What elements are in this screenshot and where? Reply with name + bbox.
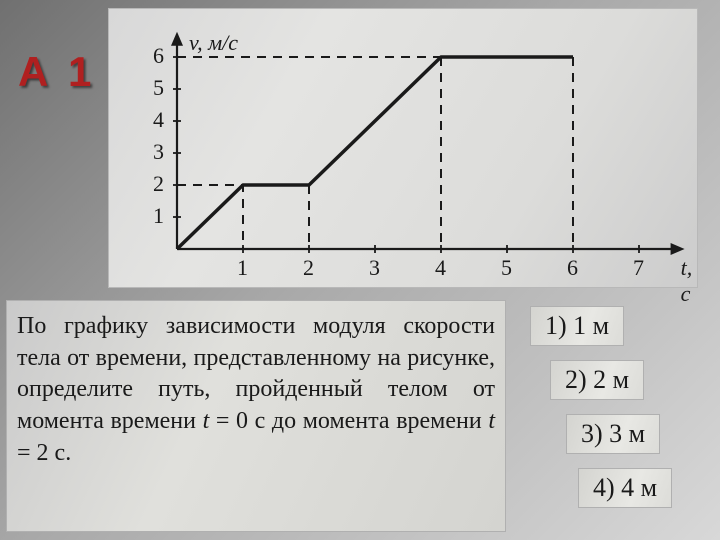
answer-1[interactable]: 1) 1 м [530,306,624,346]
graph-tick-label: 4 [153,107,164,133]
graph-tick-label: 3 [369,255,380,281]
graph-tick-label: 7 [633,255,644,281]
graph-tick-label: 1 [237,255,248,281]
graph-tick-label: 5 [153,75,164,101]
velocity-time-graph: 1234567123456v, м/сt, с [108,8,698,288]
answers-list: 1) 1 м 2) 2 м 3) 3 м 4) 4 м [530,306,712,522]
graph-tick-label: 5 [501,255,512,281]
graph-tick-label: 2 [153,171,164,197]
question-label: А 1 [18,48,95,96]
answer-3[interactable]: 3) 3 м [566,414,660,454]
question-text: По графику зависимости модуля скорости т… [17,311,495,469]
graph-tick-label: 6 [153,43,164,69]
answer-4[interactable]: 4) 4 м [578,468,672,508]
graph-tick-label: 1 [153,203,164,229]
y-axis-label: v, м/с [189,30,238,56]
graph-tick-label: 2 [303,255,314,281]
graph-tick-label: 3 [153,139,164,165]
graph-tick-label: 4 [435,255,446,281]
answer-2[interactable]: 2) 2 м [550,360,644,400]
x-axis-label: t, с [681,255,697,307]
graph-tick-label: 6 [567,255,578,281]
question-text-box: По графику зависимости модуля скорости т… [6,300,506,532]
